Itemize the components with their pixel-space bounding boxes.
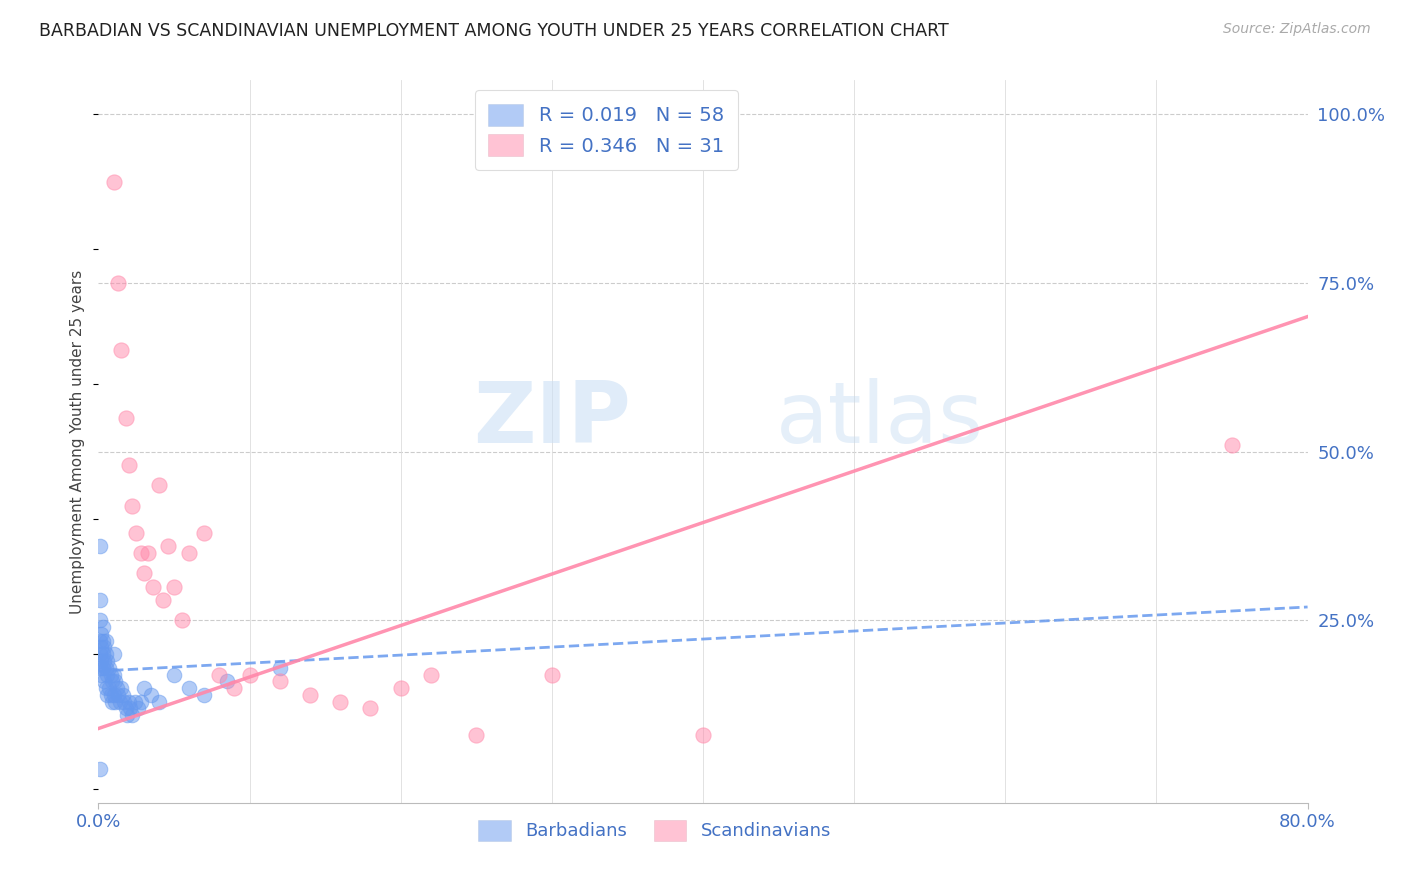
Point: [170, 614, 193, 628]
Point: [152, 593, 174, 607]
Point: [89, 539, 111, 553]
Point: [96, 688, 118, 702]
Point: [103, 647, 125, 661]
Point: [96, 667, 118, 681]
Point: [110, 343, 132, 358]
Point: [129, 546, 152, 560]
Point: [93, 640, 115, 655]
Point: [101, 674, 124, 689]
Point: [93, 674, 115, 689]
Point: [107, 276, 129, 290]
Point: [89, 762, 111, 776]
Point: [94, 661, 117, 675]
Point: [115, 708, 138, 723]
Point: [129, 694, 152, 708]
Point: [540, 667, 562, 681]
Point: [360, 701, 382, 715]
Point: [91, 661, 114, 675]
Point: [127, 701, 149, 715]
Point: [91, 620, 114, 634]
Point: [104, 674, 127, 689]
Point: [124, 694, 146, 708]
Point: [91, 647, 114, 661]
Point: [91, 633, 114, 648]
Point: [420, 667, 443, 681]
Point: [148, 478, 170, 492]
Point: [163, 667, 186, 681]
Point: [89, 633, 111, 648]
Point: [215, 674, 238, 689]
Point: [239, 667, 262, 681]
Point: [105, 681, 128, 695]
Point: [96, 654, 118, 668]
Point: [179, 546, 201, 560]
Point: [692, 728, 714, 742]
Point: [90, 627, 112, 641]
Point: [89, 614, 111, 628]
Point: [1220, 438, 1243, 452]
Point: [118, 458, 141, 472]
Point: [224, 681, 246, 695]
Point: [121, 708, 143, 723]
Text: BARBADIAN VS SCANDINAVIAN UNEMPLOYMENT AMONG YOUTH UNDER 25 YEARS CORRELATION CH: BARBADIAN VS SCANDINAVIAN UNEMPLOYMENT A…: [39, 22, 949, 40]
Point: [89, 661, 111, 675]
Y-axis label: Unemployment Among Youth under 25 years: Unemployment Among Youth under 25 years: [70, 269, 86, 614]
Point: [121, 499, 143, 513]
Text: Source: ZipAtlas.com: Source: ZipAtlas.com: [1223, 22, 1371, 37]
Point: [120, 701, 142, 715]
Point: [118, 694, 141, 708]
Point: [193, 525, 215, 540]
Point: [93, 654, 115, 668]
Point: [389, 681, 412, 695]
Point: [163, 580, 186, 594]
Point: [104, 694, 127, 708]
Point: [193, 688, 215, 702]
Point: [114, 701, 136, 715]
Point: [101, 694, 124, 708]
Point: [208, 667, 231, 681]
Point: [89, 593, 111, 607]
Point: [125, 525, 148, 540]
Point: [103, 667, 125, 681]
Point: [103, 688, 125, 702]
Point: [269, 674, 291, 689]
Point: [94, 681, 117, 695]
Point: [269, 661, 291, 675]
Point: [90, 667, 112, 681]
Point: [94, 633, 117, 648]
Point: [89, 647, 111, 661]
Point: [110, 681, 132, 695]
Point: [90, 654, 112, 668]
Point: [98, 681, 121, 695]
Point: [100, 688, 122, 702]
Point: [465, 728, 488, 742]
Point: [90, 640, 112, 655]
Point: [132, 681, 155, 695]
Point: [103, 175, 125, 189]
Legend: Barbadians, Scandinavians: Barbadians, Scandinavians: [471, 813, 838, 848]
Point: [111, 688, 134, 702]
Point: [148, 694, 170, 708]
Point: [141, 688, 163, 702]
Point: [299, 688, 322, 702]
Point: [142, 580, 165, 594]
Point: [100, 667, 122, 681]
Point: [98, 661, 121, 675]
Text: atlas: atlas: [776, 378, 984, 461]
Point: [108, 694, 131, 708]
Text: ZIP: ZIP: [472, 378, 630, 461]
Point: [94, 647, 117, 661]
Point: [112, 694, 135, 708]
Point: [329, 694, 352, 708]
Point: [179, 681, 201, 695]
Point: [156, 539, 179, 553]
Point: [107, 688, 129, 702]
Point: [114, 411, 136, 425]
Point: [132, 566, 155, 581]
Point: [136, 546, 159, 560]
